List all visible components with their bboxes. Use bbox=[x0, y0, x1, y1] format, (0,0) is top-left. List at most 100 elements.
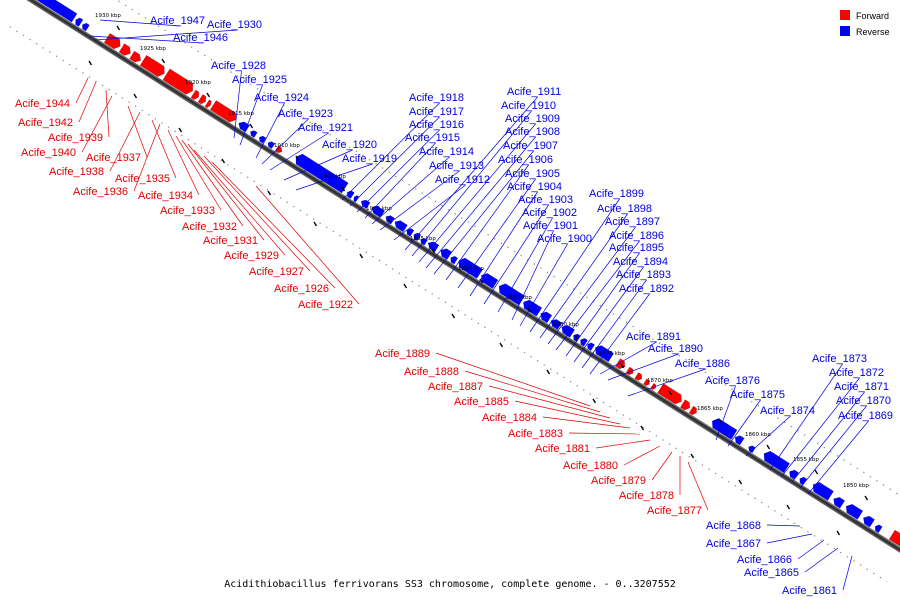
tick-mark bbox=[668, 390, 673, 396]
gene-block-reverse bbox=[863, 515, 875, 528]
label-leader bbox=[511, 230, 554, 321]
gene-label: Acife_1908 bbox=[505, 126, 560, 138]
label-leader bbox=[469, 191, 538, 297]
gene-block-reverse bbox=[32, 0, 78, 23]
gene-label: Acife_1883 bbox=[508, 428, 563, 440]
gene-label: Acife_1918 bbox=[409, 92, 464, 104]
gene-label: Acife_1911 bbox=[507, 86, 561, 98]
gene-label: Acife_1924 bbox=[254, 92, 309, 104]
gene-label: Acife_1895 bbox=[609, 242, 664, 254]
label-leader bbox=[445, 164, 529, 281]
label-leader bbox=[766, 533, 813, 544]
tick-label: 1855 kbp bbox=[793, 457, 819, 463]
gene-label: Acife_1874 bbox=[760, 405, 815, 417]
gene-label: Acife_1946 bbox=[173, 32, 228, 44]
kbp-ticks: 1930 kbp 1925 kbp 1920 kbp 1915 kbp 1910 kbp… bbox=[88, 13, 869, 536]
gene-label: Acife_1947 bbox=[150, 15, 205, 27]
label-leader bbox=[804, 547, 839, 573]
gene-block-reverse bbox=[799, 476, 808, 486]
label-leader bbox=[766, 524, 801, 527]
tick-mark bbox=[116, 25, 121, 31]
backbone-bar bbox=[26, 0, 900, 556]
gene-label: Acife_1890 bbox=[648, 343, 703, 355]
tick-label: 1915 kbp bbox=[228, 111, 254, 117]
gene-label: Acife_1937 bbox=[86, 152, 141, 164]
gene-label: Acife_1897 bbox=[605, 216, 660, 228]
gene-block-reverse bbox=[360, 199, 371, 209]
tick-mark bbox=[221, 158, 226, 164]
gene-label: Acife_1926 bbox=[274, 283, 329, 295]
gene-block-forward bbox=[650, 383, 657, 390]
gene-label: Acife_1900 bbox=[537, 233, 592, 245]
label-leader bbox=[75, 77, 89, 104]
gene-label: Acife_1865 bbox=[744, 567, 799, 579]
gene-label: Acife_1902 bbox=[522, 207, 577, 219]
gene-label: Acife_1885 bbox=[454, 396, 509, 408]
gene-block-reverse bbox=[250, 130, 258, 138]
gene-label: Acife_1910 bbox=[501, 100, 556, 112]
label-leader bbox=[341, 102, 440, 201]
tick-mark bbox=[864, 495, 869, 501]
tick-mark bbox=[499, 342, 504, 348]
tick-label: 1925 kbp bbox=[140, 46, 166, 52]
gene-label: Acife_1881 bbox=[535, 443, 590, 455]
label-leader bbox=[105, 89, 110, 138]
label-leader bbox=[539, 213, 628, 339]
gene-label: Acife_1922 bbox=[298, 299, 353, 311]
label-leader bbox=[651, 451, 673, 481]
tick-mark bbox=[738, 479, 743, 485]
gene-label: Acife_1925 bbox=[232, 74, 287, 86]
gene-block-reverse bbox=[763, 450, 790, 474]
gene-block-forward bbox=[634, 372, 643, 381]
gene-label: Acife_1930 bbox=[207, 19, 262, 31]
label-leader bbox=[791, 391, 865, 483]
gene-label: Acife_1929 bbox=[224, 250, 279, 262]
gene-label: Acife_1920 bbox=[322, 139, 377, 151]
label-leader bbox=[727, 399, 761, 447]
tick-label: 1930 kbp bbox=[95, 13, 121, 19]
label-leader bbox=[239, 84, 263, 146]
tick-mark bbox=[403, 283, 408, 289]
label-leader bbox=[175, 135, 222, 211]
label-leader bbox=[109, 111, 141, 172]
gene-block-forward bbox=[118, 43, 131, 56]
label-leader bbox=[269, 132, 329, 171]
gene-label: Acife_1931 bbox=[203, 235, 258, 247]
label-leader bbox=[127, 105, 148, 158]
gene-block-reverse bbox=[712, 418, 738, 440]
label-leader bbox=[364, 142, 436, 219]
label-leader bbox=[94, 29, 238, 41]
label-leader bbox=[89, 35, 204, 44]
label-leader bbox=[81, 95, 113, 153]
gene-label: Acife_1944 bbox=[15, 98, 70, 110]
tick-mark bbox=[620, 363, 625, 369]
gene-label: Acife_1871 bbox=[834, 381, 889, 393]
tick-mark bbox=[574, 334, 579, 340]
gene-block-forward bbox=[657, 383, 682, 405]
tick-label: 1850 kbp bbox=[843, 483, 869, 489]
label-leader bbox=[404, 96, 538, 251]
gene-block-forward bbox=[139, 54, 165, 77]
label-leader bbox=[483, 204, 549, 305]
gene-block-reverse bbox=[874, 524, 883, 533]
label-leader bbox=[167, 129, 200, 196]
gene-label: Acife_1917 bbox=[409, 106, 464, 118]
tick-mark bbox=[451, 313, 456, 319]
label-leader bbox=[233, 70, 242, 139]
gene-block-reverse bbox=[82, 22, 90, 32]
gene-label: Acife_1888 bbox=[404, 366, 459, 378]
label-leader bbox=[687, 461, 709, 511]
gene-block-forward bbox=[643, 378, 650, 386]
gene-label: Acife_1889 bbox=[375, 348, 430, 360]
label-leader bbox=[595, 439, 651, 449]
label-leader bbox=[607, 353, 679, 381]
gene-block-reverse bbox=[812, 482, 834, 501]
label-leaders bbox=[75, 19, 869, 591]
label-leader bbox=[255, 102, 285, 159]
caption: Acidithiobacillus ferrivorans SS3 chromo… bbox=[224, 579, 676, 590]
gene-label: Acife_1875 bbox=[730, 389, 785, 401]
gene-label: Acife_1880 bbox=[563, 460, 618, 472]
gene-block-forward bbox=[197, 94, 207, 105]
gene-label: Acife_1899 bbox=[589, 188, 644, 200]
